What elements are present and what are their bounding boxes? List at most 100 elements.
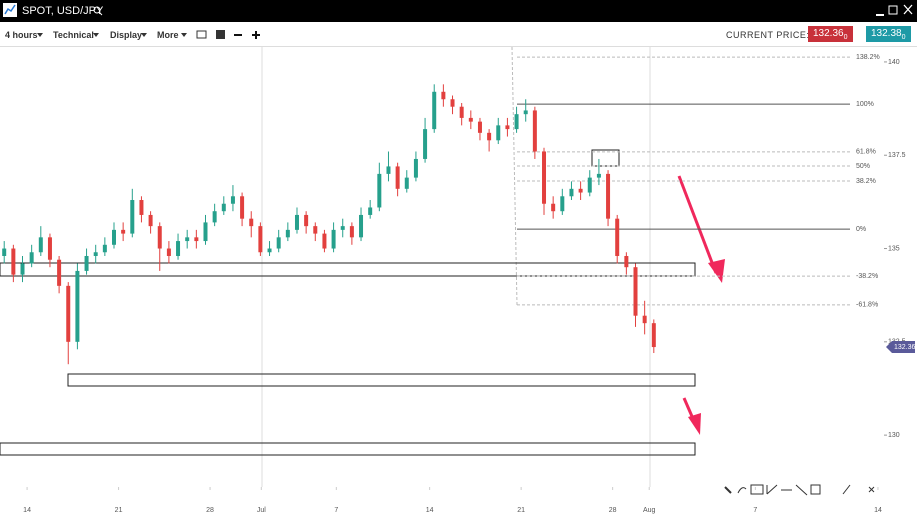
bid-price[interactable]: 132.360 bbox=[808, 26, 853, 42]
candle-body bbox=[459, 106, 464, 118]
search-icon-handle bbox=[98, 11, 103, 16]
candle-body bbox=[111, 229, 116, 245]
toolbar-icons bbox=[37, 30, 260, 39]
candle-body bbox=[349, 226, 354, 238]
chart: 140137.5135132.5130142128Jul7142128Aug71… bbox=[0, 47, 916, 514]
candle-body bbox=[322, 233, 327, 249]
last-price-marker bbox=[886, 341, 915, 354]
candle-body bbox=[157, 226, 162, 249]
tool-delete[interactable] bbox=[868, 486, 875, 493]
x-tick-label: Aug bbox=[643, 507, 656, 514]
candle-body bbox=[642, 315, 647, 324]
fib-label: 61.8% bbox=[856, 149, 876, 156]
y-tick-label: 130 bbox=[888, 432, 900, 439]
candle-body bbox=[139, 200, 144, 215]
candle-body bbox=[615, 218, 620, 256]
x-tick-label: 28 bbox=[609, 507, 617, 514]
fib-label: 138.2% bbox=[856, 54, 880, 61]
tool-pointer[interactable] bbox=[724, 486, 732, 494]
candle-body bbox=[413, 158, 418, 178]
x-tick-label: 14 bbox=[23, 507, 31, 514]
candle-body bbox=[20, 263, 25, 275]
candle-body bbox=[368, 207, 373, 215]
bid-pip: 0 bbox=[843, 34, 848, 41]
candle-body bbox=[359, 214, 364, 238]
candle-body bbox=[294, 214, 299, 230]
candle-body bbox=[285, 229, 290, 238]
y-tick-label: 137.5 bbox=[888, 152, 906, 159]
display-menu[interactable]: Display bbox=[110, 30, 143, 40]
zone-box[interactable] bbox=[0, 262, 696, 277]
candle-body bbox=[496, 125, 501, 141]
tool-line[interactable] bbox=[795, 484, 808, 496]
x-tick-label: 21 bbox=[115, 507, 123, 514]
save-icon[interactable] bbox=[216, 30, 225, 39]
candle-body bbox=[93, 252, 98, 256]
ask-pip: 0 bbox=[901, 34, 906, 41]
x-tick-label: 21 bbox=[517, 507, 525, 514]
last-price-label: 132.36 bbox=[894, 344, 916, 351]
zoom-in[interactable] bbox=[252, 31, 260, 39]
fib-label: -38.2% bbox=[856, 273, 878, 280]
drawing-tools bbox=[724, 484, 875, 496]
candle-body bbox=[441, 91, 446, 100]
menu-carets bbox=[37, 33, 187, 37]
candle-body bbox=[386, 166, 391, 174]
more-menu[interactable]: More bbox=[157, 30, 179, 40]
maximize[interactable] bbox=[888, 5, 898, 15]
candle-body bbox=[176, 241, 181, 256]
tool-ray[interactable] bbox=[842, 484, 851, 495]
arrow[interactable] bbox=[677, 175, 718, 274]
candle-body bbox=[11, 248, 16, 275]
zone-box[interactable] bbox=[67, 373, 696, 387]
candle-body bbox=[578, 188, 583, 193]
zone-box[interactable] bbox=[0, 442, 696, 456]
open-icon[interactable] bbox=[196, 30, 207, 39]
candle-body bbox=[651, 323, 656, 348]
candle-body bbox=[258, 226, 263, 253]
tool-curve[interactable] bbox=[737, 487, 747, 494]
x-tick-label: Jul bbox=[257, 507, 266, 514]
candle-body bbox=[29, 252, 34, 264]
candle-body bbox=[130, 200, 135, 234]
candle-body bbox=[468, 117, 473, 122]
candle-body bbox=[432, 91, 437, 130]
candle-body bbox=[514, 114, 519, 130]
arrow-head bbox=[688, 413, 701, 435]
search-icon[interactable] bbox=[93, 6, 101, 14]
candle-body bbox=[212, 211, 217, 223]
candle-body bbox=[66, 285, 71, 342]
close[interactable] bbox=[903, 4, 913, 15]
fib-label: 0% bbox=[856, 226, 866, 233]
x-tick-label: 14 bbox=[874, 507, 882, 514]
tool-grid[interactable] bbox=[750, 484, 764, 495]
tool-fan[interactable] bbox=[766, 484, 778, 495]
candle-body bbox=[240, 196, 245, 219]
x-tick-label: 14 bbox=[426, 507, 434, 514]
tool-rect[interactable] bbox=[810, 484, 821, 495]
candle-body bbox=[542, 151, 547, 204]
fib-label: 50% bbox=[856, 163, 870, 170]
candle-body bbox=[304, 214, 309, 227]
zone-box[interactable] bbox=[591, 149, 620, 167]
candle-body bbox=[166, 248, 171, 256]
candle-body bbox=[532, 110, 537, 152]
candle-body bbox=[450, 99, 455, 107]
toolbar: 4 hours Technical Display More CURRENT P… bbox=[0, 22, 917, 47]
y-tick-label: 140 bbox=[888, 59, 900, 66]
bid-value: 132.36 bbox=[813, 28, 844, 39]
candle-body bbox=[276, 237, 281, 249]
candle-body bbox=[230, 196, 235, 204]
window-title: SPOT, USD/JPY bbox=[22, 5, 104, 17]
x-tick-label: 7 bbox=[753, 507, 757, 514]
candle-body bbox=[587, 177, 592, 193]
candle-body bbox=[203, 222, 208, 242]
title-icons bbox=[3, 3, 913, 17]
candle-body bbox=[487, 132, 492, 141]
candle-body bbox=[477, 121, 482, 133]
ask-price[interactable]: 132.380 bbox=[866, 26, 911, 42]
candle-body bbox=[75, 270, 80, 342]
technical-menu[interactable]: Technical bbox=[53, 30, 94, 40]
interval-menu[interactable]: 4 hours bbox=[5, 30, 38, 40]
